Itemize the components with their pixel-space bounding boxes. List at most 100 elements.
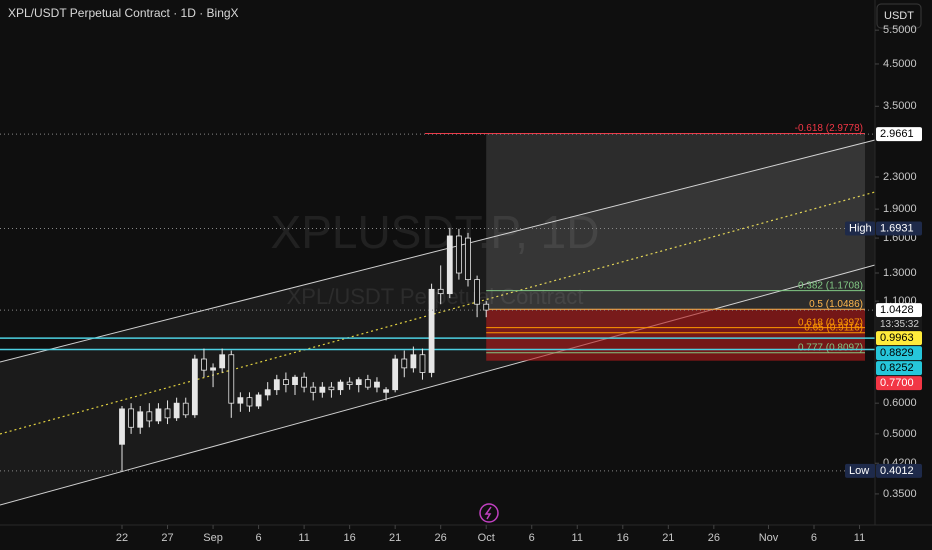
candle-body bbox=[155, 408, 162, 422]
candle-body bbox=[164, 408, 171, 419]
x-tick-label: 11 bbox=[298, 532, 309, 544]
candle-body bbox=[364, 379, 371, 388]
candle-body bbox=[292, 376, 298, 386]
fib-zone-upper bbox=[486, 133, 865, 310]
candle-body bbox=[146, 411, 153, 422]
price-tag bbox=[845, 221, 875, 236]
y-tick-label: 0.3500 bbox=[883, 488, 917, 500]
price-marker bbox=[876, 346, 922, 361]
y-tick-label: 5.5000 bbox=[883, 24, 917, 36]
candle-body bbox=[374, 381, 380, 388]
y-tick-label: 4.5000 bbox=[883, 58, 917, 70]
price-marker-label: 1.6931 bbox=[880, 222, 914, 234]
price-tag-label: High bbox=[849, 222, 872, 234]
event-icon[interactable] bbox=[479, 503, 499, 523]
currency[interactable]: USDT bbox=[884, 10, 914, 22]
x-tick-label: 16 bbox=[344, 532, 356, 544]
candle-body bbox=[310, 386, 317, 393]
price-tag bbox=[845, 463, 875, 478]
candle-body bbox=[410, 354, 417, 369]
candle-body bbox=[201, 358, 207, 371]
channel-fill bbox=[0, 140, 875, 505]
price-marker-label: 0.4012 bbox=[880, 465, 914, 477]
candle-body bbox=[346, 381, 353, 386]
candle-body bbox=[301, 376, 308, 388]
y-tick-label: 2.3000 bbox=[883, 171, 917, 183]
x-tick-label: 22 bbox=[116, 532, 128, 544]
price-marker-label: 0.8829 bbox=[880, 347, 914, 359]
candle-body bbox=[137, 411, 144, 428]
candle-body bbox=[337, 381, 344, 391]
x-tick-label: 27 bbox=[161, 532, 173, 544]
y-tick-label: 1.3000 bbox=[883, 267, 917, 279]
candle-body bbox=[319, 386, 326, 393]
candle-body bbox=[173, 402, 180, 419]
price-marker bbox=[876, 361, 922, 376]
price-marker bbox=[876, 463, 922, 478]
price-marker bbox=[876, 376, 922, 391]
fib-label: -0.618 (2.9778) bbox=[795, 123, 863, 134]
x-tick-label: 6 bbox=[811, 532, 817, 544]
countdown: 13:35:32 bbox=[880, 319, 919, 330]
fib-label: 0.65 (0.9116) bbox=[804, 322, 863, 333]
fib-zone-lower bbox=[486, 309, 865, 361]
fib-label: 0.382 (1.1708) bbox=[798, 280, 863, 291]
x-tick-label: 11 bbox=[854, 532, 865, 544]
channel-mid bbox=[0, 191, 876, 435]
x-tick-label: Sep bbox=[203, 532, 223, 544]
candle-body bbox=[355, 379, 362, 386]
candle-body bbox=[283, 379, 289, 386]
chart-title: XPL/USDT Perpetual Contract · 1D · BingX bbox=[8, 6, 239, 20]
candle-body bbox=[264, 389, 271, 396]
candle-body bbox=[128, 408, 135, 428]
price-marker bbox=[876, 221, 922, 236]
channel-lower bbox=[0, 264, 876, 506]
x-tick-label: Nov bbox=[759, 532, 779, 544]
x-tick-label: 26 bbox=[708, 532, 720, 544]
candle-body bbox=[419, 354, 426, 373]
candle-body bbox=[428, 288, 435, 373]
candle-body bbox=[401, 358, 408, 369]
price-marker-label: 0.9963 bbox=[880, 332, 914, 344]
candle-body bbox=[437, 288, 444, 295]
price-marker-label: 2.9661 bbox=[880, 128, 914, 140]
price-marker bbox=[876, 303, 922, 318]
price-marker bbox=[876, 331, 922, 346]
watermark-subtitle: XPL/USDT Perpetual Contract bbox=[287, 284, 584, 309]
candle-body bbox=[182, 402, 189, 416]
price-marker bbox=[876, 127, 922, 142]
candle-body bbox=[455, 235, 462, 274]
countdown-box bbox=[876, 317, 922, 331]
candle-body bbox=[474, 279, 481, 305]
candle-body bbox=[210, 367, 216, 371]
x-tick-label: 11 bbox=[572, 532, 583, 544]
candle-body bbox=[119, 408, 125, 445]
candle-body bbox=[219, 354, 226, 369]
x-tick-label: 26 bbox=[435, 532, 447, 544]
currency-button[interactable] bbox=[876, 3, 922, 29]
fib-label: 0.5 (1.0486) bbox=[809, 299, 863, 310]
fib-label: 0.777 (0.8097) bbox=[798, 342, 863, 353]
y-tick-label: 1.9000 bbox=[883, 203, 917, 215]
candle-body bbox=[228, 354, 235, 404]
candle-body bbox=[392, 358, 399, 391]
x-tick-label: 6 bbox=[256, 532, 262, 544]
candle-body bbox=[191, 358, 198, 416]
y-tick-label: 0.5000 bbox=[883, 428, 917, 440]
x-tick-label: Oct bbox=[478, 532, 495, 544]
price-marker-label: 0.7700 bbox=[880, 377, 914, 389]
channel-upper bbox=[0, 139, 876, 363]
candle-body bbox=[465, 237, 471, 281]
candle-body bbox=[446, 235, 453, 295]
candle-body bbox=[255, 394, 262, 407]
x-tick-label: 21 bbox=[662, 532, 674, 544]
candle-body bbox=[383, 389, 389, 393]
candle-body bbox=[328, 386, 335, 391]
candle-body bbox=[246, 397, 253, 407]
y-tick-label: 0.6000 bbox=[883, 397, 917, 409]
price-marker-label: 0.8252 bbox=[880, 362, 914, 374]
plot: -0.618 (2.9778) 0.382 (1.1708) 0.5 (1.0486… bbox=[0, 123, 875, 472]
x-tick-label: 16 bbox=[617, 532, 629, 544]
